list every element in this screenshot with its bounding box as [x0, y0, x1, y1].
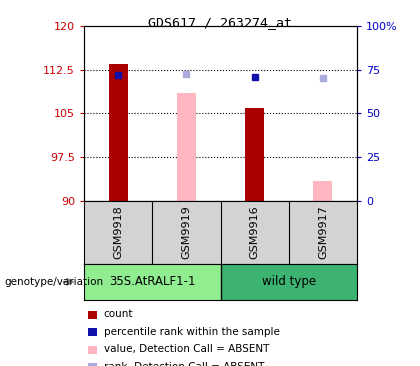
Bar: [109, 64, 128, 201]
Text: GSM9919: GSM9919: [181, 206, 192, 259]
Text: value, Detection Call = ABSENT: value, Detection Call = ABSENT: [104, 344, 269, 355]
Text: rank, Detection Call = ABSENT: rank, Detection Call = ABSENT: [104, 362, 264, 366]
Bar: [84, 264, 220, 300]
Text: percentile rank within the sample: percentile rank within the sample: [104, 327, 280, 337]
Text: GSM9918: GSM9918: [113, 206, 123, 259]
Bar: [220, 264, 357, 300]
Text: GSM9917: GSM9917: [318, 206, 328, 259]
Text: GDS617 / 263274_at: GDS617 / 263274_at: [149, 16, 292, 30]
Bar: [245, 108, 264, 201]
Text: wild type: wild type: [262, 275, 316, 288]
Text: genotype/variation: genotype/variation: [4, 277, 103, 287]
Bar: [313, 181, 333, 201]
Text: GSM9916: GSM9916: [249, 206, 260, 259]
Bar: [177, 93, 196, 201]
Text: 35S.AtRALF1-1: 35S.AtRALF1-1: [109, 275, 195, 288]
Text: count: count: [104, 309, 133, 320]
